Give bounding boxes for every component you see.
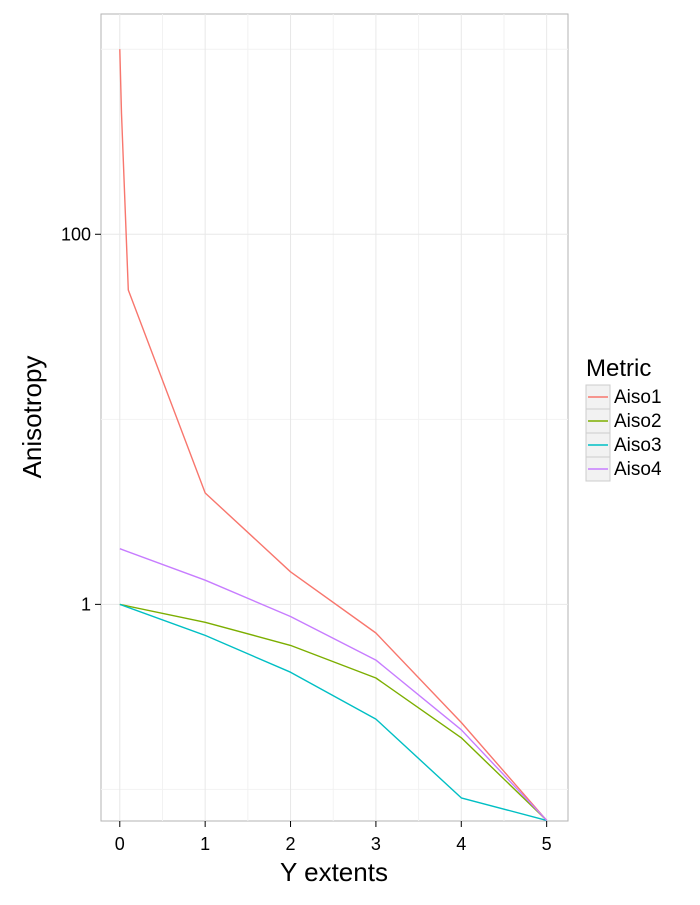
y-axis-title: Anisotropy	[17, 356, 47, 479]
legend-label: Aiso2	[614, 411, 662, 432]
x-tick-label: 0	[115, 834, 125, 854]
legend-label: Aiso4	[614, 459, 662, 480]
legend: Metric Aiso1 Aiso2 Aiso3 Aiso4	[586, 355, 662, 481]
x-tick-label: 5	[542, 834, 552, 854]
x-tick-label: 1	[200, 834, 210, 854]
x-tick-label: 2	[286, 834, 296, 854]
x-tick-label: 3	[371, 834, 381, 854]
x-axis: 0 1 2 3 4 5	[115, 821, 552, 854]
legend-label: Aiso3	[614, 435, 662, 456]
y-tick-label: 1	[81, 594, 91, 614]
plot-panel	[101, 14, 568, 821]
x-axis-title: Y extents	[280, 857, 388, 887]
y-tick-label: 100	[61, 224, 91, 244]
y-axis: 1 100	[61, 224, 101, 614]
legend-label: Aiso1	[614, 387, 662, 408]
x-tick-label: 4	[456, 834, 466, 854]
legend-title: Metric	[586, 355, 651, 382]
